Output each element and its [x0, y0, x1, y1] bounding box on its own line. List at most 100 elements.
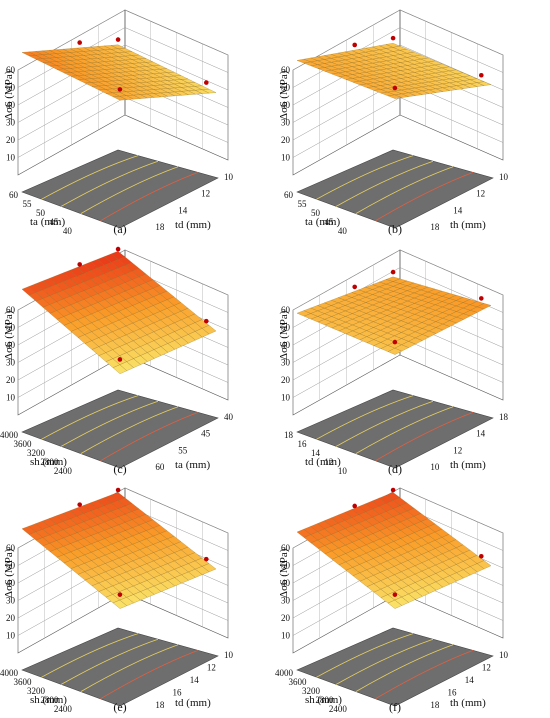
contour-line	[100, 412, 199, 462]
wall-gridline	[17, 44, 229, 106]
design-point	[392, 339, 398, 345]
x-axis-title: sh (mm)	[30, 456, 67, 468]
response-surface	[21, 44, 217, 101]
contour-line	[100, 650, 199, 700]
x-tick-label: 45	[324, 217, 334, 227]
contour-line	[80, 406, 179, 454]
z-tick-label: 60	[281, 65, 291, 75]
contour-line	[41, 155, 139, 200]
wall-gridline	[292, 249, 504, 311]
x-tick-label: 3600	[288, 677, 307, 687]
y-tick-label: 14	[476, 429, 486, 439]
x-tick-label: 10	[338, 466, 348, 476]
floor-plane	[296, 149, 494, 229]
design-point	[204, 318, 209, 324]
z-tick-label: 50	[281, 323, 291, 333]
y-tick-label: 18	[155, 222, 165, 232]
design-point	[392, 85, 398, 91]
contour-line	[355, 644, 454, 692]
z-tick-label: 60	[281, 305, 291, 315]
z-tick-label: 30	[281, 358, 291, 368]
z-tick-label: 30	[6, 118, 16, 128]
x-tick-label: 2400	[54, 466, 73, 476]
design-point	[204, 556, 209, 562]
x-tick-label: 4000	[0, 430, 19, 440]
z-tick-label: 30	[281, 118, 291, 128]
contour-line	[316, 155, 414, 200]
x-tick-label: 16	[297, 439, 307, 449]
panel-label: (e)	[113, 700, 126, 714]
x-tick-label: 18	[284, 430, 294, 440]
y-tick-label: 40	[224, 412, 234, 422]
z-tick-label: 40	[6, 340, 16, 350]
wall-gridline	[17, 97, 229, 158]
contour-floor	[296, 627, 494, 707]
x-tick-label: 50	[311, 208, 321, 218]
x-tick-label: 40	[338, 226, 348, 236]
y-tick-label: 18	[430, 222, 440, 232]
design-point	[479, 296, 484, 301]
y-tick-label: 10	[224, 650, 234, 660]
contour-line	[336, 400, 434, 447]
response-surface	[296, 276, 492, 355]
x-axis-title: ta (mm)	[305, 216, 340, 228]
contour-line	[375, 650, 474, 700]
design-point	[77, 262, 82, 267]
surface-cell	[476, 303, 492, 310]
design-point	[117, 357, 123, 362]
z-tick-label: 60	[6, 305, 16, 315]
x-tick-label: 3200	[27, 686, 46, 696]
design-point	[117, 87, 123, 92]
x-tick-label: 2800	[40, 695, 59, 705]
surface-cell	[201, 325, 217, 335]
contour-line	[336, 160, 434, 207]
wall-gridline	[292, 97, 504, 158]
z-tick-label: 60	[6, 543, 16, 553]
contour-floor	[21, 149, 219, 229]
z-tick-label: 60	[6, 65, 16, 75]
y-tick-label: 10	[224, 172, 234, 182]
y-tick-label: 18	[155, 700, 165, 710]
design-point	[77, 40, 82, 45]
y-tick-label: 60	[155, 462, 165, 472]
z-tick-label: 10	[281, 631, 291, 641]
z-tick-label: 20	[6, 613, 16, 623]
panel-label: (a)	[113, 222, 126, 236]
z-axis-title: Δσ6 (MPa)	[3, 548, 15, 598]
z-tick-label: 40	[6, 100, 16, 110]
panel-label: (c)	[113, 462, 126, 476]
design-point	[392, 592, 398, 597]
contour-line	[80, 166, 179, 214]
z-tick-label: 50	[6, 561, 16, 571]
contour-line	[61, 400, 159, 447]
contour-line	[61, 638, 159, 685]
x-tick-label: 12	[324, 457, 333, 467]
x-tick-label: 3200	[302, 686, 321, 696]
response-surface	[296, 492, 492, 609]
y-tick-label: 16	[448, 688, 458, 698]
z-tick-label: 10	[6, 631, 16, 641]
design-point	[479, 553, 484, 559]
x-axis-title: td (mm)	[305, 456, 341, 468]
z-axis-title: Δσ6 (MPa)	[278, 70, 290, 120]
z-tick-label: 10	[281, 153, 291, 163]
z-tick-label: 50	[281, 561, 291, 571]
contour-line	[41, 395, 139, 440]
contour-floor	[21, 627, 219, 707]
y-axis-title: td (mm)	[175, 697, 211, 709]
y-tick-label: 10	[430, 462, 440, 472]
design-point	[390, 35, 396, 41]
wall-gridline	[292, 44, 504, 106]
design-point	[390, 487, 396, 493]
floor-plane	[296, 389, 494, 469]
surface-cell	[201, 89, 217, 94]
y-tick-label: 14	[453, 205, 463, 215]
contour-line	[355, 166, 454, 214]
design-point	[115, 487, 121, 493]
surface-cell	[476, 560, 492, 570]
panel-label: (b)	[388, 222, 402, 236]
design-point	[352, 42, 357, 48]
design-point	[77, 502, 82, 507]
